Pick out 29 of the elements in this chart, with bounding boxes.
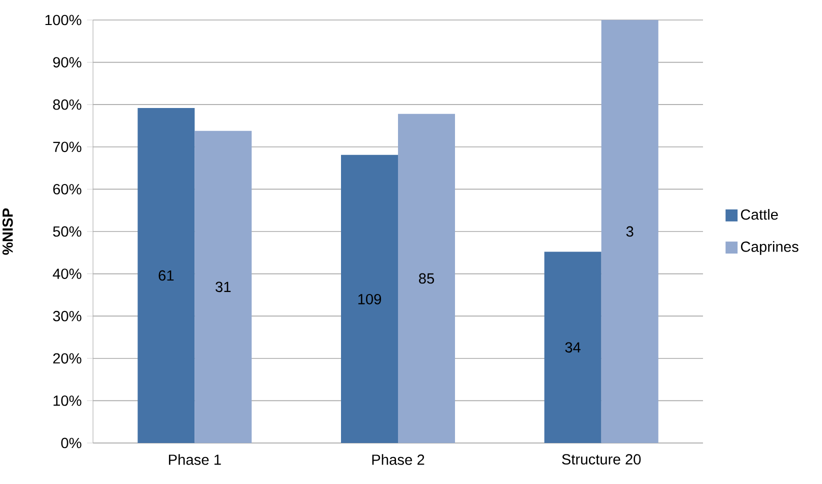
y-tick-label: 30% bbox=[53, 310, 82, 322]
y-tick-label: 80% bbox=[53, 99, 82, 110]
annotation: 109 bbox=[358, 294, 382, 304]
annotation: 61 bbox=[158, 270, 174, 281]
y-tick-label: 20% bbox=[53, 353, 82, 364]
annotation: 34 bbox=[565, 342, 581, 353]
bar bbox=[341, 154, 398, 443]
y-tick-label: 70% bbox=[53, 142, 82, 152]
y-tick-label: 50% bbox=[53, 226, 82, 237]
y-tick-label: 10% bbox=[54, 396, 82, 406]
bar bbox=[138, 108, 195, 443]
x-tick-label: Phase 1 bbox=[168, 454, 221, 465]
y-tick-label: 0% bbox=[61, 438, 82, 448]
legend-label: Cattle bbox=[740, 209, 778, 220]
bar bbox=[194, 130, 252, 443]
annotation: 3 bbox=[626, 226, 634, 237]
bar bbox=[544, 252, 602, 443]
y-tick-label: 60% bbox=[53, 184, 82, 194]
annotation: 31 bbox=[216, 282, 231, 292]
y-axis-title: %NISP bbox=[2, 208, 13, 255]
annotation: 85 bbox=[418, 273, 434, 284]
y-tick-label: 40% bbox=[52, 268, 82, 279]
y-tick-label: 90% bbox=[53, 57, 82, 68]
x-tick-label: Structure 20 bbox=[562, 454, 641, 465]
bar bbox=[601, 20, 658, 443]
legend-label: Caprines bbox=[740, 241, 798, 255]
bar bbox=[398, 114, 455, 443]
x-tick-label: Phase 2 bbox=[372, 454, 424, 465]
y-tick-label: 100% bbox=[45, 14, 82, 26]
